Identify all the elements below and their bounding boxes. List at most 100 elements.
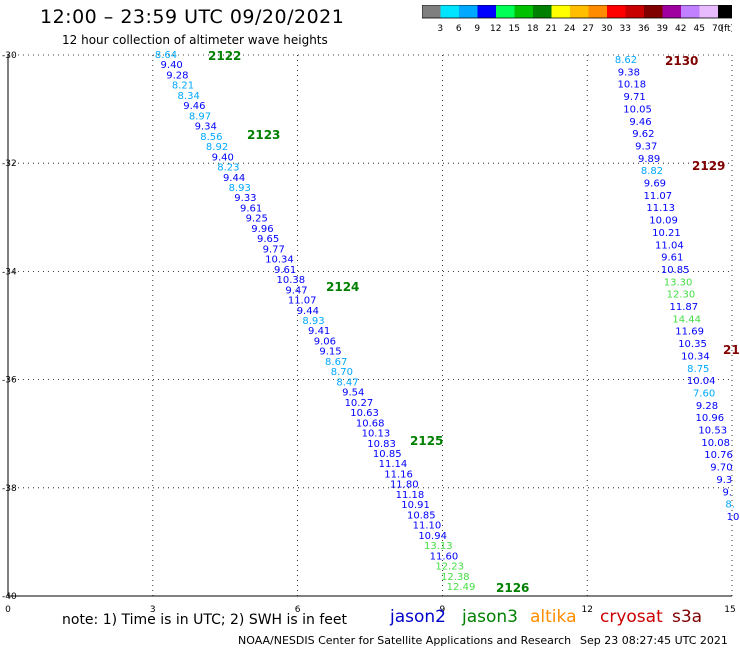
credit-timestamp: Sep 23 08:27:45 UTC 2021 <box>580 634 728 647</box>
scale-swatch <box>514 5 533 18</box>
sat-legend-jason2: jason2 <box>390 607 446 627</box>
scale-label: 12 <box>490 24 501 34</box>
sat-legend-jason3: jason3 <box>462 607 518 627</box>
wave-height-label: 9.89 <box>638 154 660 165</box>
wave-height-label: 12.38 <box>441 572 470 583</box>
wave-height-label: 10.21 <box>652 228 681 239</box>
scale-label: 39 <box>657 24 669 34</box>
wave-height-label: 11.14 <box>379 459 408 470</box>
wave-height-label: 12.30 <box>667 290 696 301</box>
scale-swatch <box>625 5 644 18</box>
wave-height-label: 10.09 <box>649 216 678 227</box>
scale-swatch <box>588 5 607 18</box>
y-tick-label: -30 <box>2 51 17 61</box>
wave-height-label: 11.13 <box>646 203 675 214</box>
wave-height-label: 8.34 <box>178 91 200 102</box>
wave-height-label: 9.28 <box>696 401 718 412</box>
wave-height-label: 10.53 <box>698 426 727 437</box>
wave-height-label: 13.13 <box>424 541 453 552</box>
scale-label: 42 <box>675 24 686 34</box>
scale-label: 45 <box>694 24 705 34</box>
wave-height-label: 8.70 <box>331 367 353 378</box>
scale-label: (ft) <box>720 24 732 34</box>
y-tick-label: -40 <box>2 592 17 602</box>
wave-height-label: 8.92 <box>206 142 228 153</box>
wave-height-label: 9.77 <box>263 244 285 255</box>
scale-label: 27 <box>583 24 594 34</box>
scale-swatch <box>496 5 515 18</box>
scale-label: 33 <box>620 24 631 34</box>
scale-swatch <box>681 5 700 18</box>
wave-height-label: 10.34 <box>681 351 710 362</box>
wave-height-label: 12.49 <box>447 582 476 593</box>
wave-height-label: 9.69 <box>644 179 666 190</box>
wave-height-label: 10.27 <box>345 398 374 409</box>
wave-height-label: 9.62 <box>632 129 654 140</box>
wave-height-label: 8.23 <box>217 163 239 174</box>
wave-height-label: 9.44 <box>297 306 319 317</box>
wave-height-label: 8.56 <box>200 132 222 143</box>
page-subtitle: 12 hour collection of altimeter wave hei… <box>62 33 328 47</box>
wave-height-label: 9.96 <box>251 224 273 235</box>
wave-height-label: 11.10 <box>413 521 442 532</box>
scale-swatch <box>662 5 681 18</box>
wave-height-label: 8.47 <box>336 377 358 388</box>
scale-label: 21 <box>546 24 557 34</box>
wave-height-label: 10.63 <box>350 408 379 419</box>
pass-number-label: 2125 <box>410 434 443 448</box>
y-tick-label: -36 <box>2 376 17 386</box>
scale-swatch <box>644 5 663 18</box>
wave-height-label: 10.05 <box>623 104 652 115</box>
wave-height-label: 12.23 <box>435 562 464 573</box>
wave-height-label: 9.61 <box>240 203 262 214</box>
scale-swatch <box>440 5 459 18</box>
wave-height-label: 8. <box>725 500 735 511</box>
wave-height-label: 9.71 <box>624 92 646 103</box>
x-tick-label: 6 <box>295 605 301 615</box>
x-tick-label: 15 <box>724 605 735 615</box>
wave-height-label: 8.21 <box>172 81 194 92</box>
wave-height-label: 9.25 <box>246 214 268 225</box>
scale-swatch <box>570 5 589 18</box>
scale-label: 15 <box>509 24 520 34</box>
wave-height-label: 11.80 <box>390 480 419 491</box>
wave-height-label: 8.75 <box>687 364 709 375</box>
pass-number-label: 2130 <box>665 54 698 68</box>
wave-height-label: 8.93 <box>229 183 251 194</box>
wave-height-label: 9.44 <box>223 173 245 184</box>
wave-height-label: 10.76 <box>704 450 733 461</box>
wave-height-label: 8.64 <box>155 50 177 61</box>
scale-swatch <box>718 5 732 18</box>
x-tick-label: 12 <box>581 605 592 615</box>
wave-height-label: 8.93 <box>302 316 324 327</box>
scale-swatch <box>551 5 570 18</box>
wave-height-label: 9.06 <box>314 336 336 347</box>
wave-height-label: 7.60 <box>693 388 715 399</box>
wave-height-label: 10.85 <box>373 449 402 460</box>
pass-number-label: 21 <box>723 343 740 357</box>
wave-height-label: 10.96 <box>696 413 725 424</box>
sat-legend-s3a: s3a <box>672 607 703 627</box>
wave-height-label: 9.40 <box>212 152 234 163</box>
pass-number-label: 2129 <box>692 159 725 173</box>
scale-label: 18 <box>527 24 539 34</box>
wave-height-label: 10.34 <box>265 255 294 266</box>
wave-height-label: 9.33 <box>234 193 256 204</box>
wave-height-label: 10.35 <box>678 339 707 350</box>
wave-height-label: 9.34 <box>195 122 217 133</box>
credit-text: NOAA/NESDIS Center for Satellite Applica… <box>238 634 572 647</box>
y-tick-label: -34 <box>2 267 17 277</box>
wave-height-label: 11.16 <box>384 469 413 480</box>
wave-height-label: 9.61 <box>661 253 683 264</box>
wave-height-label: 9.54 <box>342 388 364 399</box>
wave-height-label: 10.94 <box>418 531 447 542</box>
footer-note: note: 1) Time is in UTC; 2) SWH is in fe… <box>62 612 348 628</box>
pass-number-label: 2126 <box>496 581 529 595</box>
wave-height-label: 11.07 <box>288 296 317 307</box>
scale-label: 36 <box>638 24 650 34</box>
wave-height-label: 10 <box>727 512 740 523</box>
wave-height-label: 10.85 <box>661 265 690 276</box>
wave-height-label: 9.38 <box>618 67 640 78</box>
